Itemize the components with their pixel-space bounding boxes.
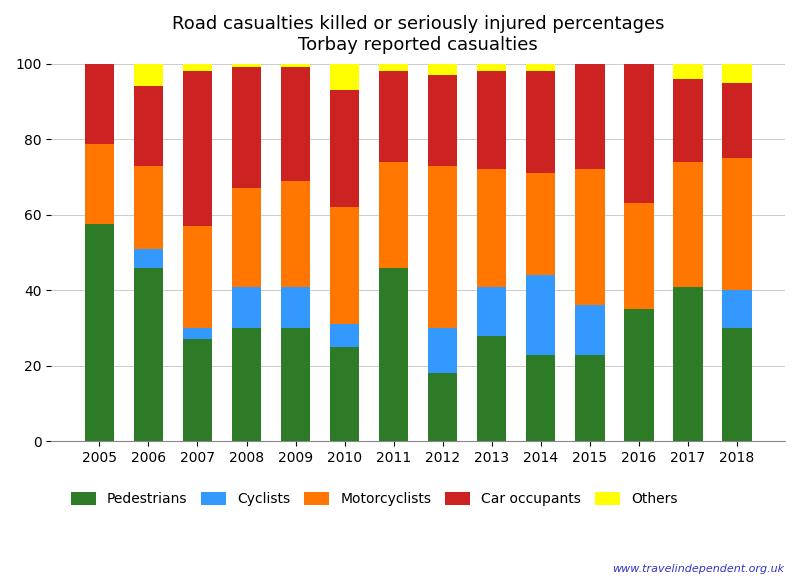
- Bar: [379, 268, 408, 441]
- Bar: [575, 354, 605, 441]
- Bar: [673, 287, 702, 441]
- Bar: [722, 64, 752, 82]
- Bar: [232, 67, 262, 188]
- Bar: [526, 354, 555, 441]
- Bar: [281, 64, 310, 67]
- Bar: [477, 336, 506, 441]
- Bar: [281, 67, 310, 181]
- Bar: [428, 166, 458, 328]
- Bar: [526, 64, 555, 71]
- Bar: [85, 144, 114, 224]
- Bar: [134, 249, 163, 268]
- Bar: [134, 166, 163, 249]
- Bar: [182, 64, 212, 71]
- Bar: [330, 347, 359, 441]
- Bar: [379, 162, 408, 268]
- Bar: [722, 291, 752, 328]
- Bar: [624, 64, 654, 204]
- Bar: [673, 79, 702, 162]
- Bar: [85, 64, 114, 144]
- Bar: [182, 339, 212, 441]
- Bar: [281, 328, 310, 441]
- Bar: [624, 204, 654, 309]
- Bar: [575, 169, 605, 306]
- Bar: [281, 181, 310, 287]
- Bar: [722, 158, 752, 291]
- Bar: [182, 71, 212, 226]
- Bar: [526, 173, 555, 276]
- Bar: [232, 328, 262, 441]
- Bar: [722, 82, 752, 158]
- Bar: [232, 287, 262, 328]
- Bar: [477, 64, 506, 71]
- Title: Road casualties killed or seriously injured percentages
Torbay reported casualti: Road casualties killed or seriously inju…: [172, 15, 665, 54]
- Bar: [232, 188, 262, 287]
- Bar: [134, 268, 163, 441]
- Bar: [477, 71, 506, 169]
- Bar: [232, 64, 262, 67]
- Bar: [477, 287, 506, 336]
- Bar: [722, 328, 752, 441]
- Bar: [428, 328, 458, 374]
- Bar: [673, 64, 702, 79]
- Bar: [330, 207, 359, 324]
- Bar: [379, 71, 408, 162]
- Bar: [624, 309, 654, 441]
- Bar: [182, 328, 212, 339]
- Bar: [182, 226, 212, 328]
- Bar: [428, 64, 458, 75]
- Bar: [575, 306, 605, 354]
- Bar: [673, 162, 702, 287]
- Bar: [134, 64, 163, 86]
- Bar: [526, 71, 555, 173]
- Bar: [330, 324, 359, 347]
- Bar: [330, 90, 359, 207]
- Bar: [281, 287, 310, 328]
- Bar: [477, 169, 506, 287]
- Bar: [85, 224, 114, 441]
- Legend: Pedestrians, Cyclists, Motorcyclists, Car occupants, Others: Pedestrians, Cyclists, Motorcyclists, Ca…: [65, 486, 683, 512]
- Text: www.travelindependent.org.uk: www.travelindependent.org.uk: [612, 564, 784, 574]
- Bar: [575, 64, 605, 169]
- Bar: [428, 374, 458, 441]
- Bar: [134, 86, 163, 166]
- Bar: [330, 64, 359, 90]
- Bar: [379, 64, 408, 71]
- Bar: [428, 75, 458, 166]
- Bar: [526, 276, 555, 354]
